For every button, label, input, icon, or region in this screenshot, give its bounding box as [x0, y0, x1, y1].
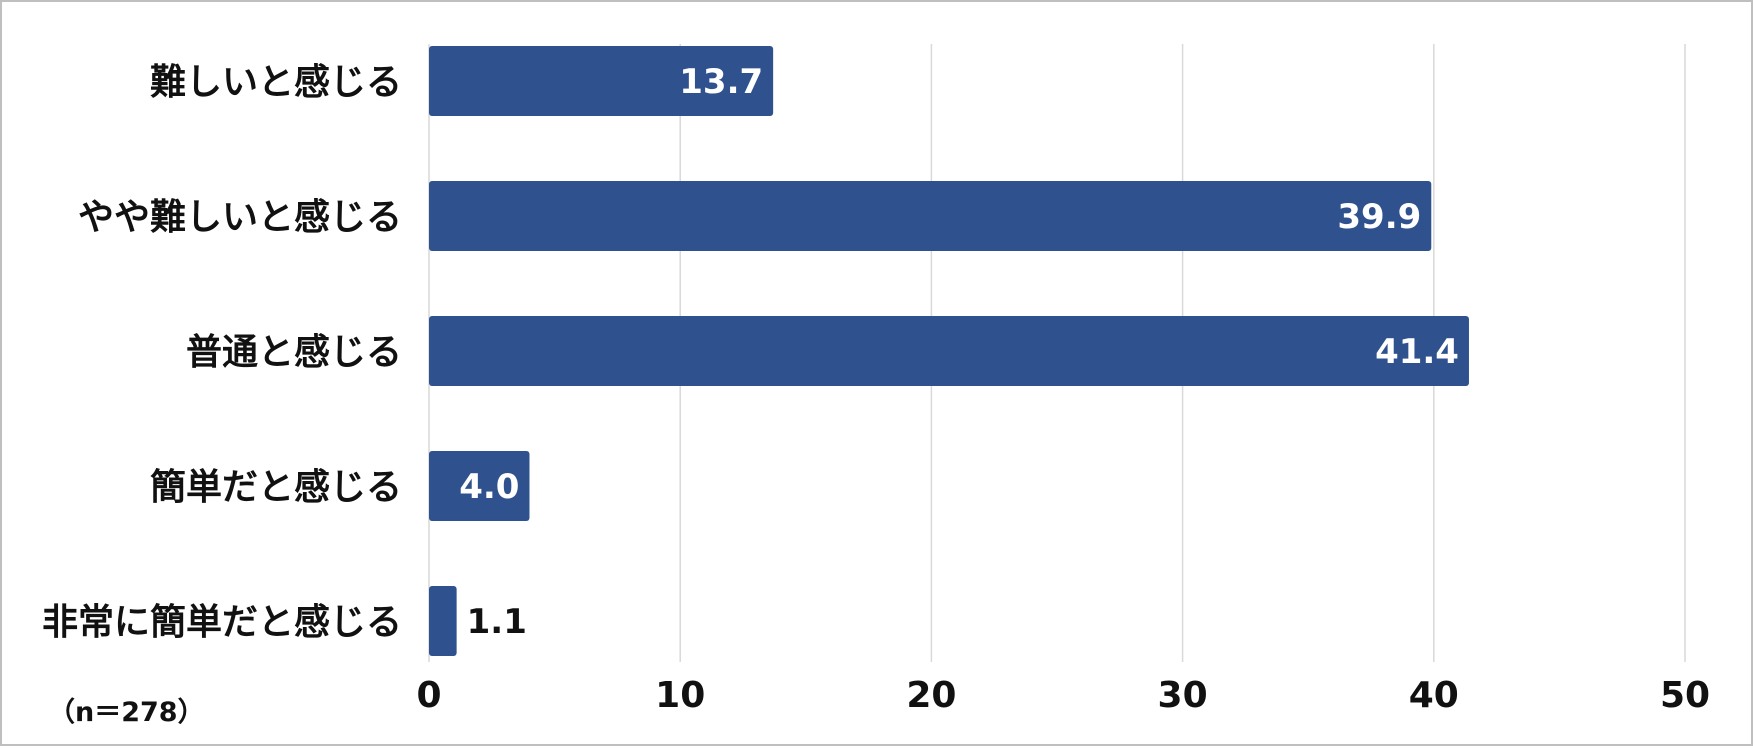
category-label: 簡単だと感じる: [150, 467, 402, 508]
x-tick-label: 40: [1409, 675, 1459, 716]
x-tick-label: 10: [655, 675, 705, 716]
category-label: やや難しいと感じる: [78, 197, 402, 238]
x-tick-label: 20: [906, 675, 956, 716]
data-label: 4.0: [459, 467, 519, 507]
bar: [429, 181, 1432, 251]
x-tick-labels: 0 10 20 30 40 50: [416, 675, 1710, 716]
x-tick-label: 30: [1158, 675, 1208, 716]
sample-size-note: （n＝278）: [48, 697, 205, 728]
data-label: 41.4: [1375, 332, 1459, 372]
bar: [429, 316, 1469, 386]
x-tick-label: 50: [1660, 675, 1710, 716]
data-label: 39.9: [1337, 197, 1421, 237]
x-tick-label: 0: [416, 675, 441, 716]
data-label: 13.7: [679, 62, 763, 102]
bar: [429, 586, 457, 656]
category-label: 非常に簡単だと感じる: [42, 602, 402, 643]
bar: [429, 451, 530, 521]
data-label: 1.1: [467, 602, 527, 642]
category-label: 難しいと感じる: [150, 62, 402, 103]
bar: [429, 46, 774, 116]
category-label: 普通と感じる: [186, 332, 402, 373]
bars: 13.7 39.9 41.4 4.0 1.1: [429, 46, 1469, 656]
